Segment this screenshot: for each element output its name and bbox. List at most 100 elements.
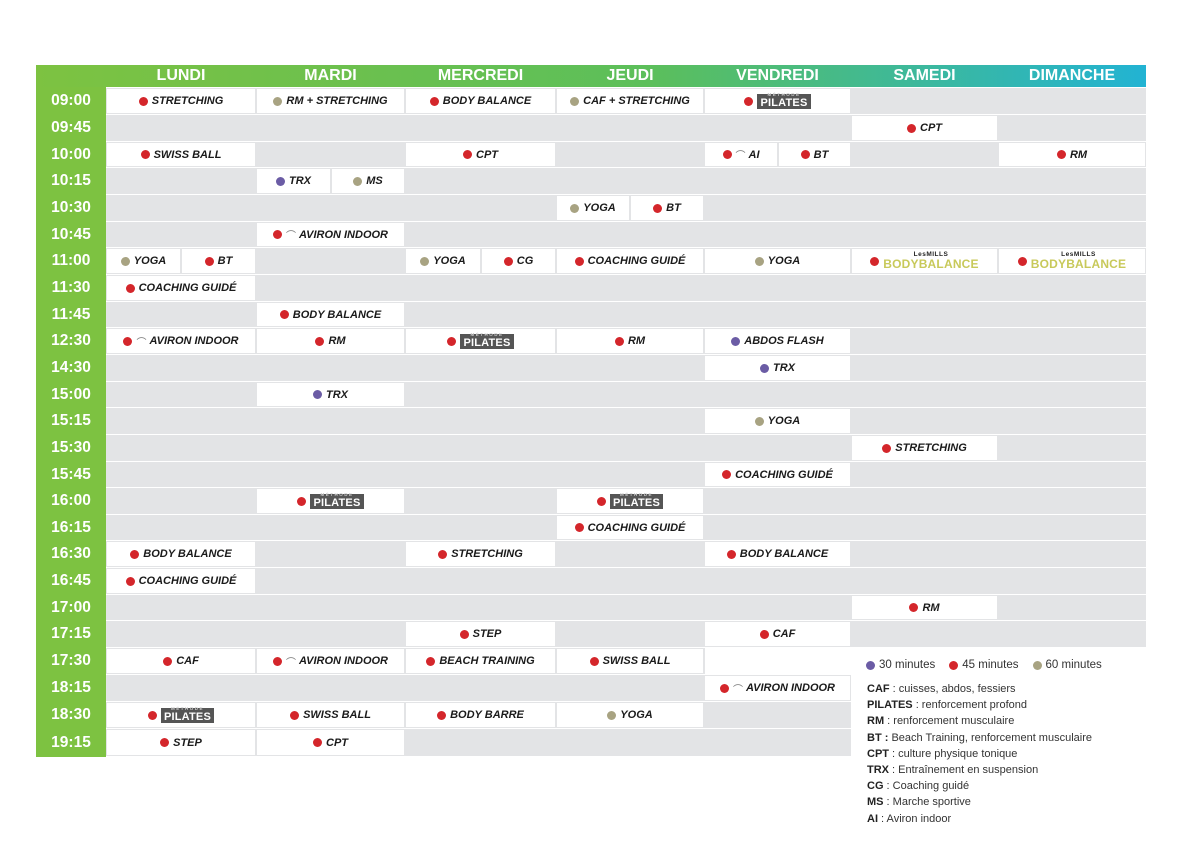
duration-dot-icon (160, 738, 170, 747)
class-label: YOGA (583, 202, 616, 214)
duration-dot-icon (138, 96, 148, 106)
abbreviation-item: MS : Marche sportive (867, 796, 971, 808)
duration-dot-icon (722, 150, 732, 159)
duration-dot-icon (123, 336, 133, 346)
abbreviation-item: AI : Aviron indoor (867, 813, 951, 825)
logo-bottom-text: BODYBALANCE (1030, 257, 1127, 272)
duration-dot-icon (754, 416, 764, 426)
row-background (705, 702, 851, 728)
class-cell: BT (631, 196, 703, 220)
class-cell: YOGA (107, 249, 180, 273)
time-label: 19:15 (51, 734, 91, 751)
abbreviation-key: CPT (867, 747, 889, 760)
class-cell: STRETCHING (107, 89, 255, 113)
class-label: COACHING GUIDÉ (138, 575, 237, 587)
class-cell: MS (332, 169, 404, 193)
abbreviation-desc: Beach Training, renforcement musculaire (888, 731, 1092, 744)
time-label: 10:30 (51, 199, 91, 216)
class-label: STRETCHING (895, 442, 967, 454)
class-label: RM (328, 335, 346, 347)
class-cell: CAF (107, 649, 255, 673)
class-label: CPT (326, 736, 348, 749)
time-label: 12:30 (51, 332, 91, 349)
class-label: SWISS BALL (602, 655, 671, 667)
class-label: CG (516, 255, 534, 267)
class-label: TRX (326, 388, 348, 401)
class-label: BT (666, 202, 681, 214)
class-label: BODY BARRE (450, 709, 524, 721)
duration-dot-icon (870, 256, 880, 266)
abbreviation-desc: : Aviron indoor (878, 812, 952, 825)
time-label: 15:15 (51, 412, 91, 429)
duration-dot-icon (754, 256, 764, 266)
abbreviation-key: PILATES (867, 699, 913, 712)
class-cell: MÉTHODE PILATES (557, 489, 703, 513)
class-label: BODY BALANCE (442, 95, 532, 107)
class-label: BODY BALANCE (143, 548, 232, 560)
pilates-logo: MÉTHODE PILATES (609, 492, 664, 509)
class-cell: STEP (107, 730, 255, 755)
logo-bottom-text: BODYBALANCE (883, 257, 979, 272)
duration-dot-icon (726, 549, 736, 559)
class-cell: STRETCHING (406, 542, 555, 566)
class-cell: MÉTHODE PILATES (406, 329, 555, 353)
class-cell: BEACH TRAINING (406, 649, 555, 673)
class-cell: TRX (257, 169, 330, 193)
rowing-icon: ⌒ (285, 231, 296, 242)
abbreviation-item: CAF : cuisses, abdos, fessiers (867, 683, 1016, 695)
logo-bottom-text: PILATES (163, 710, 212, 723)
duration-dot-icon (353, 176, 363, 186)
duration-dot-icon (731, 336, 741, 346)
class-label: CAF (772, 628, 796, 640)
legend-30: 30 minutes (866, 659, 935, 671)
row-background (106, 621, 1146, 647)
duration-dot-icon (438, 549, 448, 559)
class-cell: MÉTHODE PILATES (705, 89, 850, 113)
duration-dot-icon (653, 203, 663, 213)
abbreviation-desc: : culture physique tonique (889, 747, 1018, 760)
duration-dot-icon (313, 738, 322, 747)
abbreviation-item: BT : Beach Training, renforcement muscul… (867, 732, 1092, 744)
logo-top-text: MÉTHODE (619, 492, 653, 498)
abbreviation-desc: : Coaching guidé (883, 780, 970, 793)
row-background (106, 462, 1146, 487)
abbreviation-key: AI (867, 812, 878, 825)
class-label: BODY BALANCE (292, 308, 382, 321)
duration-dot-icon (147, 710, 157, 720)
class-label: STEP (173, 736, 202, 749)
purple-dot-icon (866, 660, 875, 670)
day-jeudi: JEUDI (606, 67, 654, 84)
rowing-icon: ⌒ (136, 337, 147, 349)
abbreviation-desc: : Entraînement en suspension (889, 764, 1039, 776)
class-label: CAF + STRETCHING (583, 95, 690, 107)
row-background (106, 408, 1146, 434)
time-label: 16:15 (51, 519, 91, 536)
logo-top-text: MÉTHODE (170, 706, 204, 712)
class-label: RM + STRETCHING (286, 95, 388, 107)
class-label: YOGA (620, 709, 653, 721)
legend-60: 60 minutes (1032, 659, 1102, 671)
duration-dot-icon (120, 256, 130, 266)
duration-dot-icon (1017, 256, 1027, 266)
duration-dot-icon (719, 683, 729, 693)
time-label: 15:45 (51, 466, 91, 483)
class-label: AVIRON INDOOR (745, 682, 836, 694)
class-cell: YOGA (705, 249, 850, 273)
class-label: STRETCHING (151, 95, 224, 107)
row-background (106, 142, 1146, 167)
class-label: COACHING GUIDÉ (587, 255, 686, 267)
class-cell: ⌒ AVIRON INDOOR (257, 223, 404, 246)
abbreviation-key: MS (867, 796, 884, 809)
duration-dot-icon (272, 230, 282, 239)
class-label: BODY BALANCE (739, 548, 829, 560)
duration-dot-icon (759, 629, 769, 639)
class-label: BT (813, 148, 829, 161)
class-label: COACHING GUIDÉ (735, 468, 833, 481)
abbreviation-key: RM (867, 715, 885, 728)
class-cell: ⌒ AI (705, 143, 777, 166)
class-cell: YOGA (557, 196, 629, 220)
class-cell: CPT (852, 116, 997, 140)
class-label: SWISS BALL (303, 709, 371, 721)
class-cell: BODY BALANCE (107, 542, 255, 566)
